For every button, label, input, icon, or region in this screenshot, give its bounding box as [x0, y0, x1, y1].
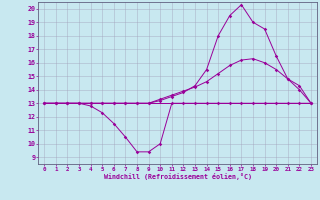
X-axis label: Windchill (Refroidissement éolien,°C): Windchill (Refroidissement éolien,°C): [104, 173, 252, 180]
